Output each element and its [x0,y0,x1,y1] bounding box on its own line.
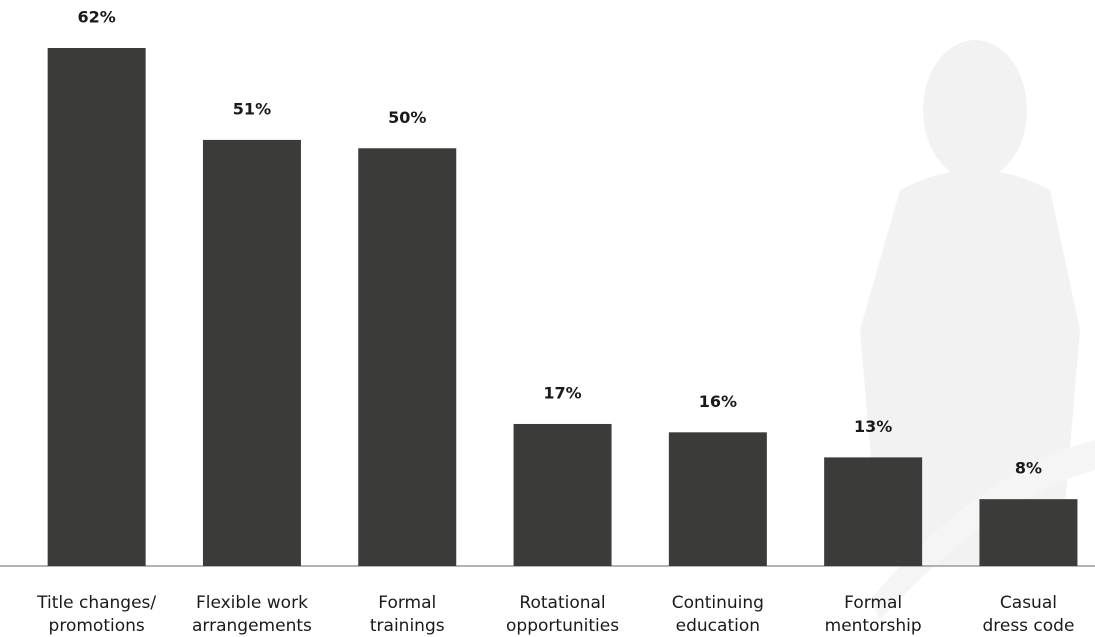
x-tick-label: opportunities [506,616,619,636]
x-tick-label: Rotational [519,593,605,613]
x-tick-label: arrangements [192,616,312,636]
x-tick-label: Formal [844,593,902,613]
bar [358,148,457,567]
value-label: 16% [699,392,737,411]
bar [979,499,1078,566]
value-label: 17% [543,383,581,402]
bar [513,423,612,566]
value-label: 8% [1015,459,1042,478]
value-label: 62% [78,8,116,27]
bar [668,432,767,566]
value-label: 51% [233,99,271,118]
x-tick-label: promotions [49,616,145,636]
x-tick-label: education [676,616,760,636]
x-tick-label: mentorship [825,616,922,636]
x-tick-label: Flexible work [196,593,308,613]
x-tick-label: Formal [378,593,436,613]
bar [47,48,146,566]
x-tick-label: Continuing [672,593,764,613]
bar [202,139,301,566]
x-tick-label: trainings [370,616,445,636]
bar [824,457,923,566]
x-tick-label: dress code [982,616,1074,636]
x-tick-label: Casual [1000,593,1057,613]
value-label: 13% [854,417,892,436]
value-label: 50% [388,108,426,127]
x-tick-label: Title changes/ [36,593,156,613]
